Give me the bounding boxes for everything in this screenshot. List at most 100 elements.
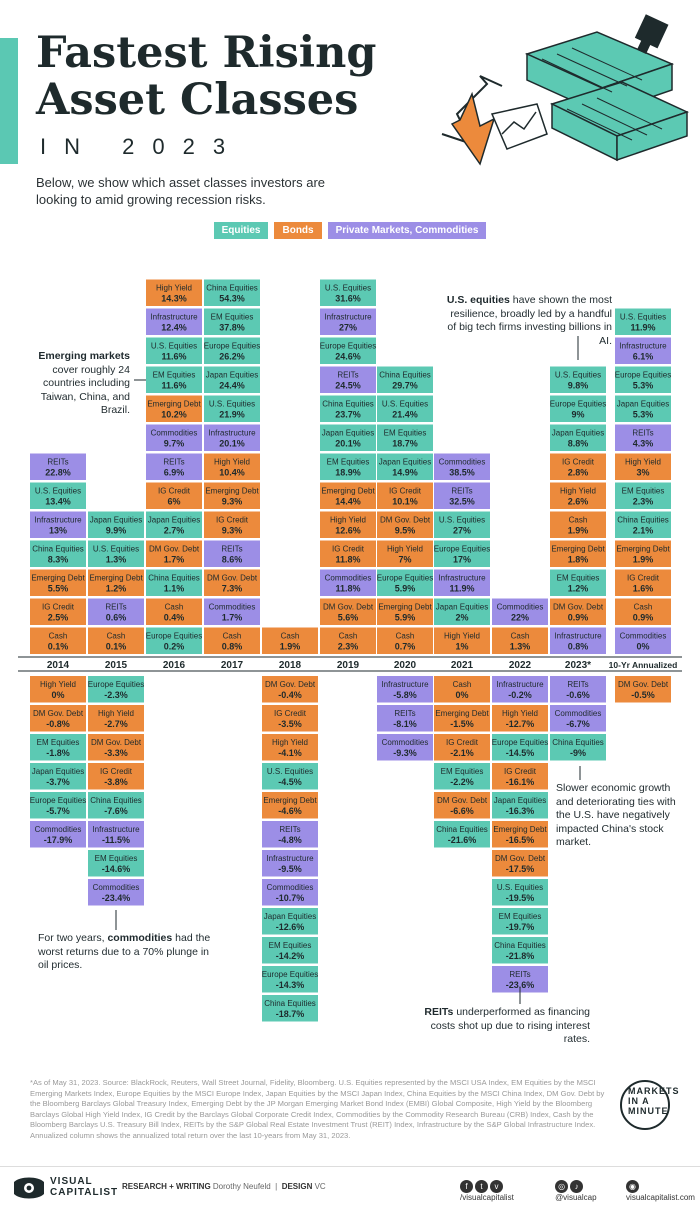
twitter-icon: t <box>475 1180 488 1193</box>
cell-label: Emerging Debt <box>147 400 201 409</box>
cell-rect <box>377 705 433 732</box>
cell-rect <box>434 569 490 596</box>
cell-label: Commodities <box>93 883 140 892</box>
cell-label: DM Gov. Debt <box>149 545 200 554</box>
cell-value: -23.6% <box>506 980 535 990</box>
cell-rect <box>492 627 548 654</box>
cell-value: 27% <box>339 323 357 333</box>
cell-label: REITs <box>394 709 415 718</box>
cell-label: Infrastructure <box>619 342 667 351</box>
cell-rect <box>550 569 606 596</box>
year-label-2: 2016 <box>163 660 186 671</box>
cell-rect <box>320 366 376 393</box>
cell-rect <box>377 366 433 393</box>
cell-value: 1.2% <box>106 584 127 594</box>
cell-value: -9.3% <box>393 748 417 758</box>
cell-label: Emerging Debt <box>493 825 547 834</box>
cell-label: Infrastructure <box>554 632 602 641</box>
cell-value: 0.8% <box>222 642 243 652</box>
cell-value: 1.2% <box>568 584 589 594</box>
cell-rect <box>204 279 260 306</box>
cell-label: Japan Equities <box>90 516 142 525</box>
cell-label: Infrastructure <box>34 516 82 525</box>
cell-label: China Equities <box>148 574 200 583</box>
cell-rect <box>146 511 202 538</box>
cell-label: DM Gov. Debt <box>618 680 669 689</box>
cell-label: Japan Equities <box>617 400 669 409</box>
chart-cell-4-neg-7: Commodities-10.7% <box>262 879 318 906</box>
cell-label: Japan Equities <box>436 603 488 612</box>
cell-label: Europe Equities <box>88 680 144 689</box>
cell-value: 13% <box>49 526 67 536</box>
cell-label: Infrastructure <box>381 680 429 689</box>
chart-cell-8-neg-4: Japan Equities-16.3% <box>492 792 548 819</box>
cell-label: REITs <box>221 545 242 554</box>
cell-value: -18.7% <box>276 1009 305 1019</box>
social-instagram[interactable]: ◎ ♪@visualcap <box>555 1180 597 1202</box>
cell-label: Europe Equities <box>550 400 606 409</box>
legend: Equities Bonds Private Markets, Commodit… <box>0 222 700 239</box>
chart-cell-4-neg-8: Japan Equities-12.6% <box>262 908 318 935</box>
cell-rect <box>262 763 318 790</box>
cell-value: -16.5% <box>506 835 535 845</box>
cell-rect <box>550 511 606 538</box>
cell-label: REITs <box>47 458 68 467</box>
cell-rect <box>615 540 671 567</box>
page-title: Fastest Rising Asset Classes <box>36 30 376 124</box>
footer-divider <box>0 1166 700 1167</box>
cell-value: -2.7% <box>104 719 128 729</box>
cell-label: Cash <box>223 632 242 641</box>
cell-label: U.S. Equities <box>497 883 543 892</box>
social-facebook-twitter[interactable]: f t v/visualcapitalist <box>460 1180 514 1202</box>
cell-value: 5.6% <box>338 613 359 623</box>
cell-label: EM Equities <box>622 487 665 496</box>
chart-cell-8-neg-8: EM Equities-19.7% <box>492 908 548 935</box>
cell-label: U.S. Equities <box>325 284 371 293</box>
cell-rect <box>434 763 490 790</box>
cell-rect <box>262 676 318 703</box>
cell-value: -2.2% <box>450 777 474 787</box>
cell-rect <box>262 879 318 906</box>
cell-value: -9.5% <box>278 864 302 874</box>
cell-rect <box>377 424 433 451</box>
cell-label: IG Credit <box>562 458 595 467</box>
cell-label: DM Gov. Debt <box>265 680 316 689</box>
cell-value: 6.9% <box>164 468 185 478</box>
cell-rect <box>550 540 606 567</box>
cell-label: DM Gov. Debt <box>33 709 84 718</box>
social-website[interactable]: ◉visualcapitalist.com <box>626 1180 695 1202</box>
cell-value: 1.6% <box>633 584 654 594</box>
cell-rect <box>615 337 671 364</box>
cell-rect <box>146 366 202 393</box>
cell-value: 2.3% <box>633 497 654 507</box>
cell-label: China Equities <box>32 545 84 554</box>
cell-rect <box>492 763 548 790</box>
cell-label: Emerging Debt <box>551 545 605 554</box>
cell-value: 0.6% <box>106 613 127 623</box>
cell-rect <box>88 763 144 790</box>
chart-cell-1-neg-3: IG Credit-3.8% <box>88 763 144 790</box>
cell-value: 1.1% <box>164 584 185 594</box>
cell-value: -14.3% <box>276 980 305 990</box>
cell-rect <box>434 482 490 509</box>
cell-value: -17.9% <box>44 835 73 845</box>
cell-label: Commodities <box>35 825 82 834</box>
cell-label: EM Equities <box>269 941 312 950</box>
cell-rect <box>88 627 144 654</box>
tiktok-icon: ♪ <box>570 1180 584 1193</box>
cell-rect <box>434 792 490 819</box>
annotation-reits: REITs underperformed as financing costs … <box>424 1006 590 1045</box>
